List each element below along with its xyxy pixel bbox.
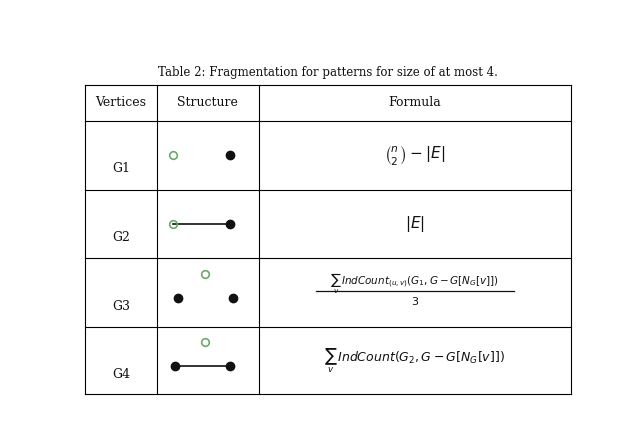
Text: Structure: Structure bbox=[177, 96, 238, 109]
Text: $\sum_v \, \mathit{IndCount}_{(u,v)}(G_1, G-G[N_G[v]])$: $\sum_v \, \mathit{IndCount}_{(u,v)}(G_1… bbox=[330, 272, 499, 296]
Text: Table 2: Fragmentation for patterns for size of at most 4.: Table 2: Fragmentation for patterns for … bbox=[158, 66, 498, 79]
Text: $\sum_v \, \mathit{IndCount}(G_2, G - G[N_G[v]])$: $\sum_v \, \mathit{IndCount}(G_2, G - G[… bbox=[324, 347, 505, 375]
Text: G4: G4 bbox=[112, 368, 130, 381]
Text: $|E|$: $|E|$ bbox=[405, 214, 425, 234]
Text: G3: G3 bbox=[112, 300, 130, 313]
Text: Vertices: Vertices bbox=[95, 96, 147, 109]
Text: Formula: Formula bbox=[388, 96, 441, 109]
Text: G1: G1 bbox=[112, 162, 130, 175]
Text: $\binom{n}{2} - |E|$: $\binom{n}{2} - |E|$ bbox=[384, 143, 445, 167]
Text: G2: G2 bbox=[112, 231, 130, 244]
Text: $3$: $3$ bbox=[411, 295, 419, 308]
